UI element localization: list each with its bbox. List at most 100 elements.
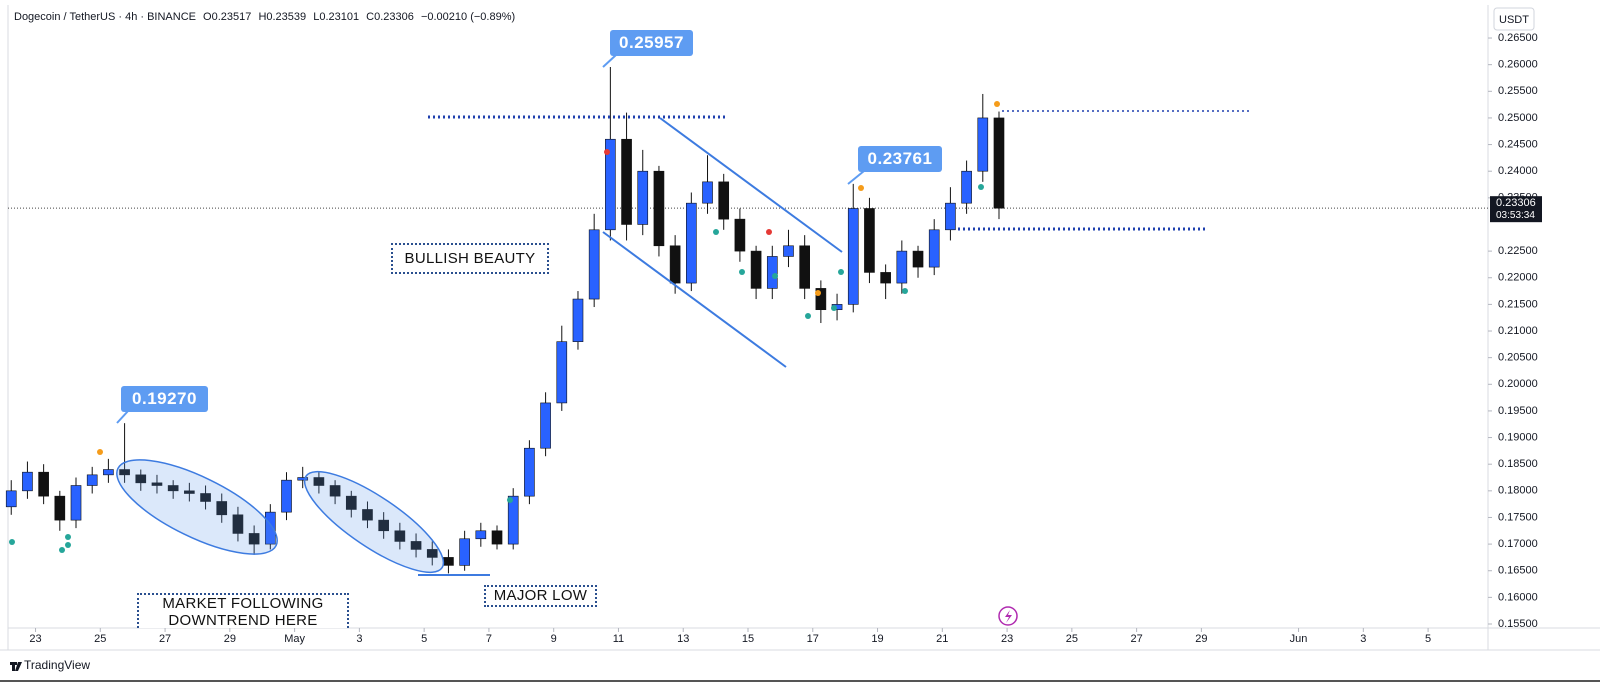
- y-tick-label: 0.22000: [1498, 272, 1538, 284]
- signal-dot: [739, 269, 745, 275]
- candle-body: [961, 170, 972, 204]
- candle-body: [54, 495, 66, 521]
- candle-body: [718, 181, 730, 220]
- candle-body: [993, 117, 1005, 209]
- x-tick-label: 7: [486, 633, 492, 645]
- candle-body: [702, 181, 713, 204]
- y-tick-label: 0.20000: [1498, 378, 1538, 390]
- x-tick-label: 5: [1425, 633, 1431, 645]
- brand-logo: [10, 662, 22, 671]
- signal-dot: [805, 313, 811, 319]
- note: MARKET FOLLOWING DOWNTREND HERE: [137, 593, 349, 628]
- candle-body: [766, 256, 778, 289]
- signal-dot: [9, 539, 15, 545]
- x-tick-label: 25: [94, 633, 106, 645]
- candle-body: [135, 474, 147, 484]
- x-tick-label: 29: [1195, 633, 1207, 645]
- x-tick-label: 3: [1360, 633, 1366, 645]
- candle-body: [103, 469, 114, 476]
- signal-dot: [831, 305, 837, 311]
- signal-dot: [815, 290, 821, 296]
- y-tick-label: 0.15500: [1498, 618, 1538, 630]
- x-tick-label: 13: [677, 633, 689, 645]
- signal-dot: [604, 149, 610, 155]
- candle-body: [799, 245, 810, 289]
- y-tick-label: 0.25500: [1498, 85, 1538, 97]
- candle-body: [507, 495, 519, 545]
- candle-body: [750, 250, 762, 289]
- note: MAJOR LOW: [484, 585, 597, 607]
- candle-body: [637, 170, 649, 225]
- y-tick-label: 0.21500: [1498, 298, 1538, 310]
- candle-body: [378, 519, 389, 532]
- y-tick-label: 0.19000: [1498, 431, 1538, 443]
- y-tick-label: 0.16000: [1498, 591, 1538, 603]
- countdown: 03:53:34: [1496, 210, 1535, 221]
- candle-body: [443, 557, 454, 566]
- y-tick-label: 0.17500: [1498, 511, 1538, 523]
- x-tick-label: 11: [613, 633, 624, 645]
- candle-body: [70, 485, 82, 521]
- signal-dot: [59, 547, 65, 553]
- candle-body: [847, 208, 859, 305]
- candle-body: [653, 170, 665, 247]
- channel-line: [659, 117, 843, 253]
- last-price-box: [1490, 196, 1542, 223]
- callout: 0.19270: [121, 386, 208, 412]
- x-tick-label: 17: [807, 633, 819, 645]
- brand: TradingView: [24, 658, 91, 672]
- candle-body: [86, 474, 98, 486]
- x-tick-label: 27: [1130, 633, 1142, 645]
- candle-body: [783, 245, 794, 257]
- signal-dot: [65, 542, 71, 548]
- candle-body: [540, 402, 551, 449]
- x-tick-label: 21: [936, 633, 948, 645]
- candle-body: [151, 482, 163, 486]
- candle-body: [264, 511, 276, 545]
- lightning-icon: [998, 606, 1018, 626]
- callout-pointer: [847, 170, 865, 185]
- y-tick-label: 0.21000: [1498, 325, 1538, 337]
- lightning-icon: [1005, 610, 1012, 623]
- ohlc-open: O0.23517: [203, 11, 252, 23]
- y-tick-label: 0.17000: [1498, 538, 1538, 550]
- signal-dot: [766, 229, 772, 235]
- ohlc-high: H0.23539: [258, 11, 307, 23]
- currency: USDT: [1499, 14, 1529, 26]
- oval: [303, 470, 445, 574]
- symbol: Dogecoin / TetherUS · 4h · BINANCE: [14, 11, 196, 23]
- ohlc-low: L0.23101: [313, 11, 360, 23]
- candle-body: [426, 549, 438, 558]
- note: BULLISH BEAUTY: [391, 243, 549, 274]
- ohlc-change: −0.00210 (−0.89%): [420, 11, 516, 23]
- candle-body: [864, 208, 875, 273]
- candle-body: [621, 138, 632, 225]
- y-tick-label: 0.25000: [1498, 112, 1538, 124]
- signal-dot: [902, 288, 908, 294]
- x-tick-label: 9: [551, 633, 557, 645]
- callout-pointer: [116, 410, 129, 424]
- x-tick-label: 23: [1001, 633, 1013, 645]
- candle-body: [345, 495, 357, 510]
- candle-body: [588, 229, 600, 300]
- candle-body: [815, 288, 827, 311]
- candle-body: [605, 138, 616, 231]
- x-tick-label: Jun: [1290, 633, 1308, 645]
- x-tick-label: 29: [224, 633, 236, 645]
- candle-body: [524, 447, 535, 497]
- candle-body: [572, 298, 584, 342]
- signal-dot: [97, 449, 103, 455]
- y-tick-label: 0.16500: [1498, 565, 1538, 577]
- candle-body: [119, 469, 130, 476]
- candle-body: [281, 479, 292, 513]
- x-tick-label: 19: [871, 633, 883, 645]
- signal-dot: [772, 273, 778, 279]
- x-tick-label: 25: [1066, 633, 1078, 645]
- candle-body: [313, 477, 325, 486]
- callout-pointer: [602, 54, 617, 68]
- y-tick-label: 0.20500: [1498, 352, 1538, 364]
- y-tick-label: 0.22500: [1498, 245, 1538, 257]
- x-tick-label: May: [284, 633, 305, 645]
- signal-dot: [713, 229, 719, 235]
